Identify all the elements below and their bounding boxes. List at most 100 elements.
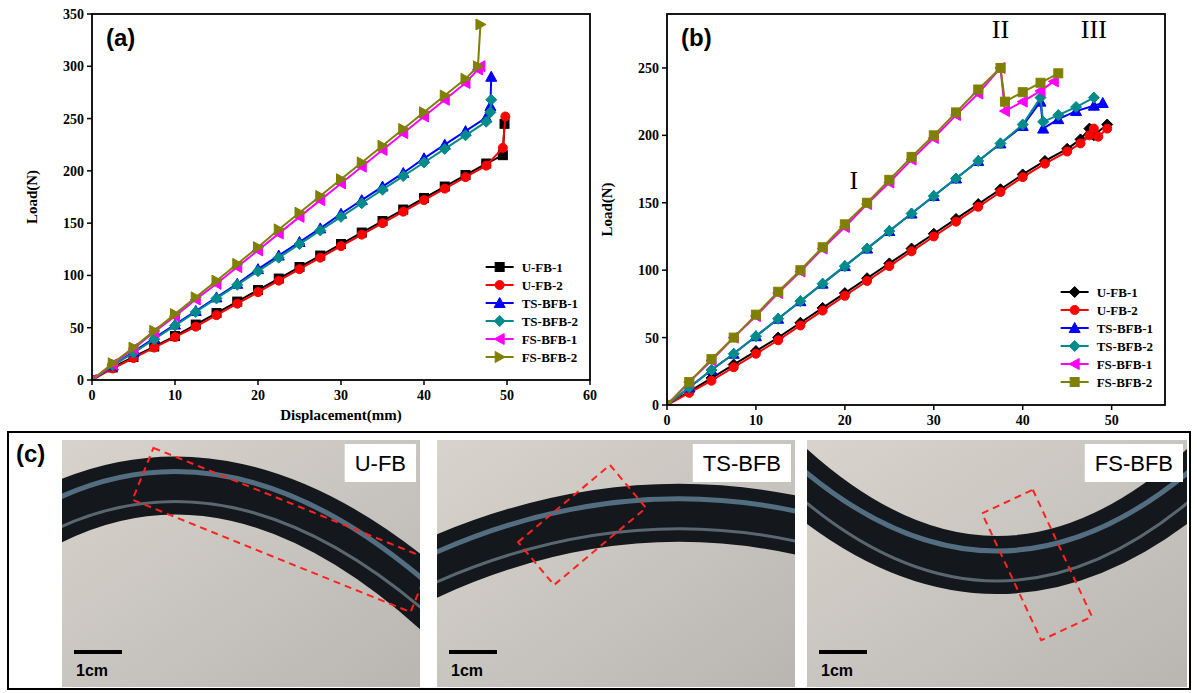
legend-label: U-FB-1	[1097, 285, 1138, 300]
photo: FS-BFB 1cm	[787, 440, 1197, 687]
y-tick-label: 150	[638, 196, 659, 211]
photo: TS-BFB1cm	[417, 440, 817, 687]
point	[460, 130, 471, 141]
y-axis-title: Load(N)	[599, 182, 616, 236]
point	[996, 63, 1005, 72]
x-tick-label: 30	[334, 388, 348, 403]
point	[486, 71, 497, 81]
series-line	[667, 98, 1094, 405]
point	[774, 287, 783, 296]
legend-label: TS-BFB-2	[522, 314, 578, 329]
point	[274, 224, 284, 235]
point	[212, 311, 221, 320]
point	[862, 243, 873, 254]
panel-label: (b)	[681, 24, 712, 51]
y-tick-label: 50	[645, 331, 659, 346]
point	[750, 331, 761, 342]
legend-label: FS-BFB-2	[1097, 375, 1153, 390]
point	[1017, 96, 1027, 107]
point	[377, 184, 388, 195]
point	[796, 321, 805, 330]
point	[399, 124, 409, 135]
legend-marker	[495, 281, 504, 290]
point	[253, 266, 264, 277]
photo-label: U-FB	[355, 451, 406, 476]
point	[974, 202, 983, 211]
series-line	[667, 68, 1058, 405]
point	[1038, 116, 1049, 127]
point	[420, 107, 430, 118]
point	[398, 171, 409, 182]
photo-label: FS-BFB	[1095, 451, 1173, 476]
point	[336, 211, 347, 222]
legend-label: FS-BFB-1	[1097, 357, 1153, 372]
plot-frame	[92, 14, 590, 380]
point	[150, 325, 160, 336]
point	[884, 226, 895, 237]
legend-label: TS-BFB-1	[1097, 321, 1153, 336]
point	[482, 161, 491, 170]
point	[1071, 102, 1082, 113]
y-tick-label: 200	[638, 128, 659, 143]
point	[1063, 147, 1072, 156]
y-axis-title: Load(N)	[24, 170, 41, 224]
point	[728, 332, 738, 343]
point	[1017, 119, 1028, 130]
point	[273, 252, 284, 263]
point	[316, 190, 326, 201]
point	[399, 207, 408, 216]
x-tick-label: 60	[583, 388, 597, 403]
point	[840, 220, 849, 229]
point	[274, 276, 283, 285]
figure: 0102030405060050100150200250300350Displa…	[0, 0, 1197, 693]
legend-marker	[494, 334, 504, 345]
point	[1103, 124, 1112, 133]
x-tick-label: 10	[168, 388, 182, 403]
damage-box	[518, 465, 646, 585]
legend-marker	[1070, 306, 1079, 315]
point	[906, 208, 917, 219]
point	[316, 253, 325, 262]
point	[473, 61, 483, 72]
y-tick-label: 50	[70, 321, 84, 336]
series-line	[92, 77, 491, 380]
y-tick-label: 250	[63, 112, 84, 127]
point	[952, 108, 961, 117]
point	[885, 262, 894, 271]
legend-label: U-FB-2	[1097, 303, 1138, 318]
point	[929, 131, 938, 140]
point	[356, 198, 367, 209]
x-tick-label: 20	[838, 413, 852, 428]
point	[818, 306, 827, 315]
point	[863, 276, 872, 285]
point	[357, 230, 366, 239]
photo-label-box	[693, 444, 791, 482]
point	[212, 275, 222, 286]
point	[951, 173, 962, 184]
point	[485, 107, 496, 118]
point	[774, 336, 783, 345]
point	[1094, 132, 1103, 141]
point	[476, 19, 486, 30]
specimen-highlight	[437, 529, 795, 591]
legend: U-FB-1U-FB-2TS-BFB-1TS-BFB-2FS-BFB-1FS-B…	[1061, 285, 1153, 390]
legend: U-FB-1U-FB-2TS-BFB-1TS-BFB-2FS-BFB-1FS-B…	[486, 260, 578, 365]
point	[232, 279, 243, 290]
panel: 01020304050050100150200250Displacement(m…	[599, 14, 1165, 449]
legend-marker	[494, 298, 505, 308]
point	[1076, 139, 1085, 148]
point	[707, 376, 716, 385]
legend-label: U-FB-1	[522, 260, 563, 275]
y-tick-label: 0	[652, 398, 659, 413]
point	[995, 138, 1006, 149]
scale-bar-label: 1cm	[821, 662, 853, 679]
point	[498, 143, 507, 152]
point	[171, 309, 181, 320]
specimen-highlight	[807, 486, 1187, 581]
x-tick-label: 0	[664, 413, 671, 428]
legend-label: TS-BFB-1	[522, 296, 578, 311]
point	[191, 292, 201, 303]
specimen-highlight	[437, 499, 795, 561]
legend-marker	[1069, 341, 1080, 352]
point	[1018, 88, 1027, 97]
